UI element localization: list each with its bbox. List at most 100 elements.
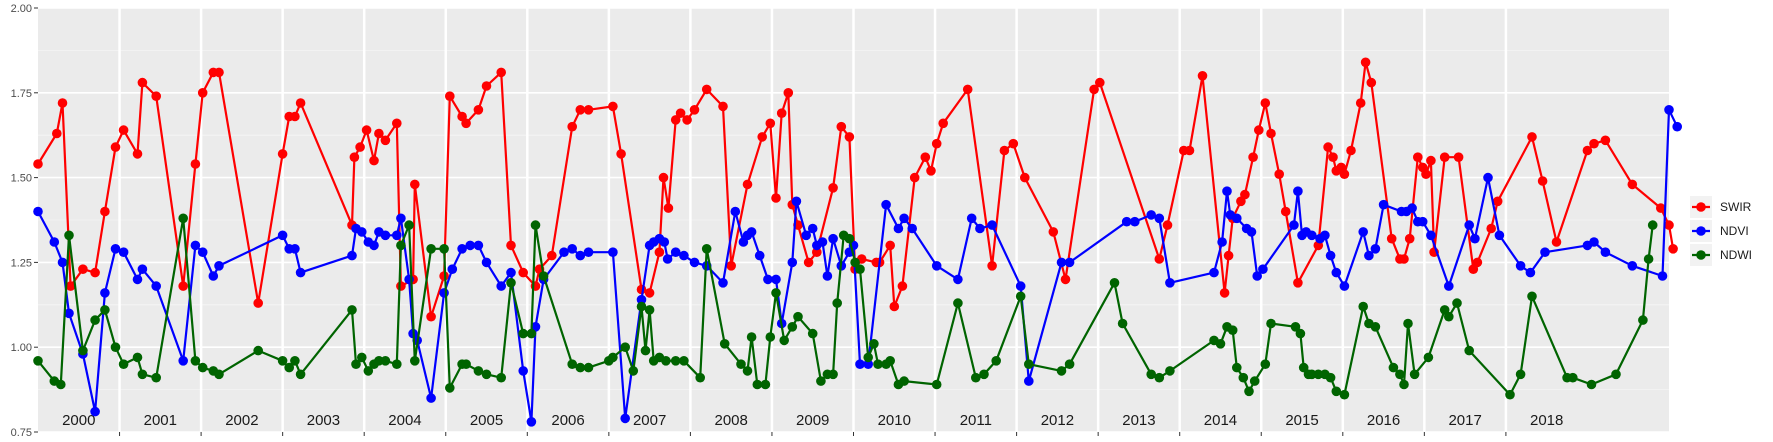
data-point-swir xyxy=(547,250,557,261)
data-point-swir xyxy=(361,125,372,135)
data-point-ndvi xyxy=(1627,261,1638,271)
data-point-ndwi xyxy=(991,356,1001,366)
data-point-swir xyxy=(1600,135,1611,146)
data-point-swir xyxy=(1386,233,1397,244)
legend-item-ndwi: NDWI xyxy=(1690,244,1752,266)
data-point-ndwi xyxy=(363,366,374,376)
data-point-ndvi xyxy=(828,233,838,244)
data-point-ndvi xyxy=(1217,237,1227,247)
data-point-swir xyxy=(1248,152,1258,162)
data-point-ndwi xyxy=(636,301,647,312)
data-point-ndvi xyxy=(754,250,765,261)
data-point-swir xyxy=(1048,227,1059,237)
data-point-ndwi xyxy=(1611,369,1621,380)
data-point-swir xyxy=(828,183,838,193)
data-point-ndvi xyxy=(1209,267,1219,278)
data-point-ndvi xyxy=(679,250,689,261)
data-point-swir xyxy=(771,193,781,203)
data-point-ndwi xyxy=(473,366,484,376)
data-point-ndwi xyxy=(538,271,549,281)
data-point-ndwi xyxy=(1586,379,1597,390)
year-label: 2000 xyxy=(62,412,95,429)
data-point-ndvi xyxy=(953,274,963,285)
data-point-ndwi xyxy=(178,213,188,224)
data-point-ndvi xyxy=(1146,210,1156,220)
data-point-ndvi xyxy=(636,294,647,305)
data-point-ndwi xyxy=(351,359,361,370)
year-label: 2011 xyxy=(960,412,992,429)
axes: 0.75 1.00 1.25 1.50 1.75 2.00 xyxy=(11,3,1507,439)
data-point-swir xyxy=(1589,138,1599,149)
data-point-ndvi xyxy=(1417,216,1428,227)
data-point-ndvi xyxy=(457,244,467,254)
data-point-ndvi xyxy=(817,237,828,247)
data-point-ndvi xyxy=(110,244,121,254)
data-point-ndwi xyxy=(1505,389,1515,400)
data-point-ndwi xyxy=(1399,379,1409,390)
year-label: 2005 xyxy=(470,412,503,429)
data-point-swir xyxy=(1360,57,1371,68)
data-point-ndwi xyxy=(1313,369,1324,380)
data-point-swir xyxy=(682,115,692,125)
data-point-ndwi xyxy=(628,366,639,376)
data-point-ndwi xyxy=(404,220,414,230)
data-point-swir xyxy=(1240,189,1250,200)
data-point-ndvi xyxy=(807,223,818,234)
data-point-ndvi xyxy=(132,274,143,285)
data-point-ndwi xyxy=(1568,372,1578,383)
data-point-ndwi xyxy=(1146,369,1156,380)
legend-key-point xyxy=(1696,202,1706,212)
data-point-ndwi xyxy=(481,369,492,380)
data-point-ndvi xyxy=(1165,278,1175,288)
data-point-ndvi xyxy=(1154,213,1165,224)
data-point-ndwi xyxy=(1295,328,1306,339)
data-point-ndvi xyxy=(567,244,577,254)
data-point-ndvi xyxy=(987,220,997,230)
data-point-ndwi xyxy=(530,220,541,230)
data-point-swir xyxy=(885,240,895,251)
data-point-swir xyxy=(1184,145,1195,156)
data-point-swir xyxy=(197,88,208,98)
legend: SWIR NDVI NDWI xyxy=(1690,196,1752,266)
data-point-ndwi xyxy=(807,328,818,339)
year-label: 2015 xyxy=(1285,412,1318,429)
data-point-ndwi xyxy=(396,240,406,251)
data-point-ndwi xyxy=(284,362,295,373)
data-point-swir xyxy=(1355,98,1366,108)
data-point-ndwi xyxy=(90,315,100,325)
data-point-swir xyxy=(1197,71,1208,81)
data-point-ndvi xyxy=(1657,271,1668,281)
year-label: 2013 xyxy=(1122,412,1155,429)
data-point-ndwi xyxy=(850,257,860,268)
data-point-ndwi xyxy=(1266,318,1276,329)
data-point-ndvi xyxy=(822,271,833,281)
data-point-ndwi xyxy=(1238,372,1249,383)
data-point-ndvi xyxy=(1358,227,1368,237)
data-point-ndwi xyxy=(118,359,129,370)
data-point-ndwi xyxy=(1325,372,1336,383)
data-point-ndwi xyxy=(526,328,537,339)
data-point-swir xyxy=(1486,223,1496,234)
data-point-ndvi xyxy=(662,254,673,264)
data-point-ndwi xyxy=(736,359,746,370)
data-point-ndvi xyxy=(730,206,741,217)
data-point-ndvi xyxy=(1320,230,1330,241)
data-point-ndwi xyxy=(885,356,895,366)
data-point-swir xyxy=(1537,176,1548,186)
data-point-ndvi xyxy=(907,223,917,234)
data-point-ndvi xyxy=(863,359,873,370)
data-point-ndwi xyxy=(752,379,763,390)
year-label: 2008 xyxy=(714,412,747,429)
data-point-ndwi xyxy=(873,359,883,370)
data-point-swir xyxy=(1399,254,1409,264)
data-point-ndwi xyxy=(1358,301,1368,312)
data-point-ndwi xyxy=(197,362,208,373)
data-point-swir xyxy=(52,128,62,139)
data-point-ndvi xyxy=(1525,267,1536,278)
data-point-ndwi xyxy=(1227,325,1238,336)
data-point-swir xyxy=(1339,169,1350,179)
data-point-ndvi xyxy=(1056,257,1067,268)
data-point-ndwi xyxy=(695,372,705,383)
data-point-ndvi xyxy=(1370,244,1381,254)
